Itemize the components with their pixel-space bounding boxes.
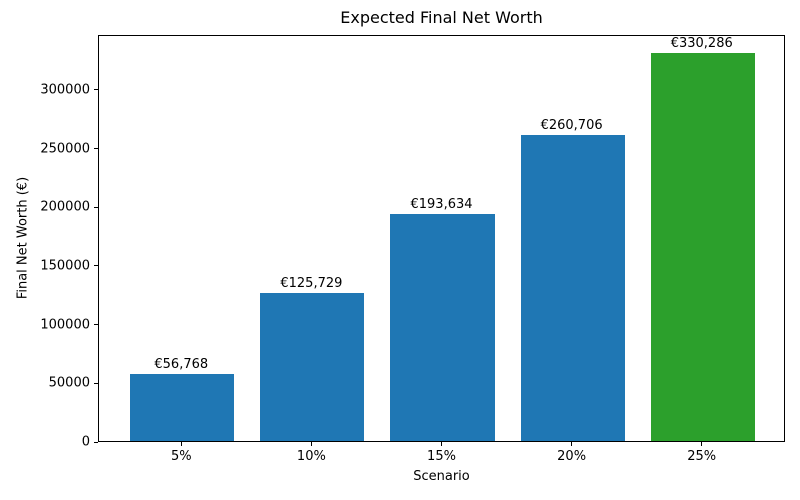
- bar-value-label-25%: €330,286: [670, 36, 733, 52]
- x-tick-mark: [310, 442, 312, 446]
- x-tick-mark: [441, 442, 442, 446]
- y-tick-label-150000: 150000: [40, 258, 90, 274]
- chart-title: Expected Final Net Worth: [340, 8, 543, 27]
- bar-15%: [390, 213, 495, 441]
- bar-20%: [520, 135, 625, 441]
- y-tick-mark: [94, 382, 98, 384]
- y-tick-mark: [94, 324, 98, 326]
- y-tick-label-200000: 200000: [40, 199, 90, 215]
- y-tick-label-0: 0: [81, 434, 90, 450]
- x-tick-label-25%: 25%: [687, 449, 717, 464]
- x-tick-label-20%: 20%: [557, 449, 587, 464]
- x-axis-label: Scenario: [413, 469, 470, 484]
- y-tick-mark: [94, 206, 98, 208]
- y-tick-label-50000: 50000: [48, 375, 90, 391]
- y-tick-label-250000: 250000: [40, 141, 90, 157]
- x-tick-label-5%: 5%: [170, 449, 192, 464]
- bar-value-label-10%: €125,729: [280, 276, 343, 292]
- y-tick-mark: [94, 441, 98, 443]
- x-tick-mark: [180, 442, 182, 446]
- x-tick-mark: [571, 442, 573, 446]
- x-tick-mark: [701, 442, 703, 446]
- x-tick-label-15%: 15%: [427, 449, 456, 464]
- y-tick-mark: [94, 148, 98, 150]
- x-tick-label-10%: 10%: [296, 449, 326, 464]
- bar-value-label-15%: €193,634: [410, 196, 473, 212]
- y-tick-label-100000: 100000: [40, 317, 90, 333]
- bars-layer: [99, 36, 784, 441]
- bar-value-label-20%: €260,706: [540, 118, 603, 134]
- bar-value-label-5%: €56,768: [154, 357, 209, 373]
- y-axis-label: Final Net Worth (€): [15, 176, 31, 300]
- bar-5%: [130, 374, 235, 441]
- plot-area: [98, 35, 785, 442]
- bar-25%: [650, 53, 755, 441]
- y-tick-mark: [94, 89, 98, 91]
- y-tick-mark: [94, 265, 98, 267]
- y-tick-label-300000: 300000: [40, 82, 90, 98]
- bar-10%: [260, 293, 365, 441]
